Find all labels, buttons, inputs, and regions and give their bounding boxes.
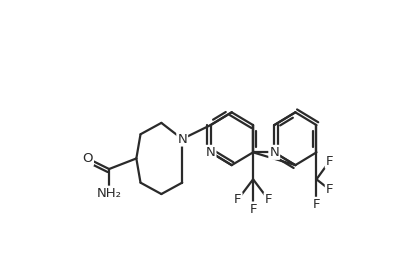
Text: N: N [269,146,279,159]
Text: F: F [313,198,320,211]
Text: F: F [326,183,333,196]
Text: O: O [83,152,93,165]
Text: F: F [249,203,257,215]
Text: F: F [265,193,272,206]
Text: N: N [206,146,215,159]
Text: F: F [234,193,242,206]
Text: F: F [326,155,333,168]
Text: N: N [177,133,187,145]
Text: NH₂: NH₂ [97,187,122,200]
